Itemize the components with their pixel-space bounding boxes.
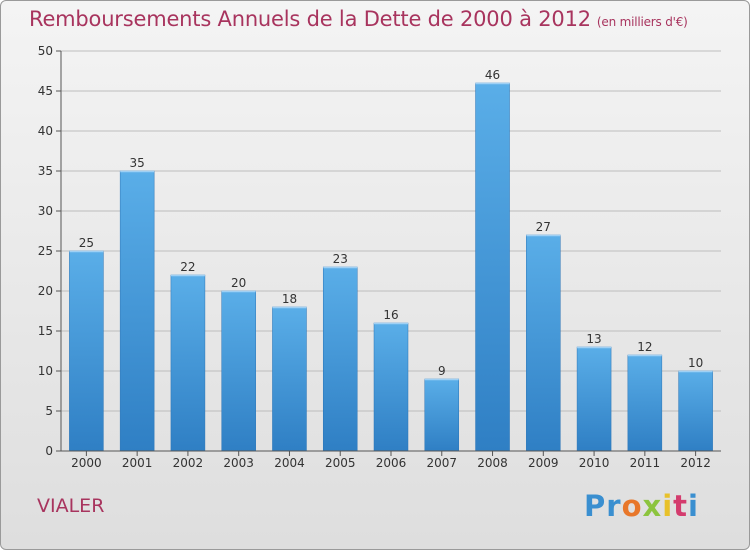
bar-2011 bbox=[627, 354, 663, 452]
bars bbox=[69, 82, 713, 452]
bar-2008 bbox=[475, 82, 510, 452]
x-tick-label-2007: 2007 bbox=[426, 456, 457, 470]
commune-name: VIALER bbox=[37, 495, 105, 517]
value-label-2001: 35 bbox=[130, 156, 145, 170]
y-tick-label-45: 45 bbox=[38, 84, 53, 98]
bar-2007 bbox=[424, 378, 460, 452]
value-label-2007: 9 bbox=[438, 364, 446, 378]
bar-2000 bbox=[69, 250, 104, 452]
value-label-2011: 12 bbox=[637, 340, 652, 354]
value-label-2010: 13 bbox=[586, 332, 601, 346]
value-label-2002: 22 bbox=[180, 260, 195, 274]
title-text: Remboursements Annuels de la Dette de 20… bbox=[29, 7, 591, 31]
x-tick-label-2000: 2000 bbox=[71, 456, 102, 470]
chart-title: Remboursements Annuels de la Dette de 20… bbox=[29, 7, 688, 31]
y-tick-label-5: 5 bbox=[45, 404, 53, 418]
bar-2002 bbox=[170, 274, 206, 452]
title-unit: (en milliers d'€) bbox=[596, 15, 688, 29]
axes bbox=[56, 50, 721, 456]
x-tick-label-2012: 2012 bbox=[680, 456, 711, 470]
value-label-2008: 46 bbox=[485, 68, 500, 82]
y-tick-label-15: 15 bbox=[38, 324, 53, 338]
y-tick-label-40: 40 bbox=[38, 124, 53, 138]
value-label-2000: 25 bbox=[79, 236, 94, 250]
x-tick-label-2002: 2002 bbox=[173, 456, 204, 470]
proxiti-logo: Proxiti bbox=[584, 489, 699, 523]
value-label-2004: 18 bbox=[282, 292, 297, 306]
value-label-2005: 23 bbox=[333, 252, 348, 266]
bar-2005 bbox=[322, 266, 358, 452]
x-tick-label-2010: 2010 bbox=[579, 456, 610, 470]
y-tick-label-20: 20 bbox=[38, 284, 53, 298]
bar-2003 bbox=[221, 290, 256, 452]
y-tick-label-0: 0 bbox=[45, 444, 53, 458]
x-tick-label-2003: 2003 bbox=[223, 456, 254, 470]
y-tick-label-30: 30 bbox=[38, 204, 53, 218]
value-label-2006: 16 bbox=[383, 308, 398, 322]
y-tick-label-10: 10 bbox=[38, 364, 53, 378]
bar-2012 bbox=[678, 370, 713, 452]
x-tick-label-2008: 2008 bbox=[477, 456, 508, 470]
x-tick-label-2009: 2009 bbox=[528, 456, 559, 470]
labels: 0 5 10 15 20 25 30 35 40 45 50 25 2000 35 2001 22 2002 20… bbox=[38, 44, 711, 470]
bar-2006 bbox=[373, 322, 409, 452]
x-tick-label-2006: 2006 bbox=[376, 456, 407, 470]
y-tick-label-35: 35 bbox=[38, 164, 53, 178]
x-tick-label-2011: 2011 bbox=[630, 456, 661, 470]
bar-2010 bbox=[576, 346, 612, 452]
value-label-2003: 20 bbox=[231, 276, 246, 290]
bar-2001 bbox=[119, 170, 155, 452]
y-tick-label-25: 25 bbox=[38, 244, 53, 258]
value-label-2009: 27 bbox=[536, 220, 551, 234]
x-tick-label-2005: 2005 bbox=[325, 456, 356, 470]
y-tick-label-50: 50 bbox=[38, 44, 53, 58]
bar-2009 bbox=[526, 234, 561, 452]
x-tick-label-2001: 2001 bbox=[122, 456, 153, 470]
bar-2004 bbox=[272, 306, 307, 452]
x-tick-label-2004: 2004 bbox=[274, 456, 305, 470]
value-label-2012: 10 bbox=[688, 356, 703, 370]
